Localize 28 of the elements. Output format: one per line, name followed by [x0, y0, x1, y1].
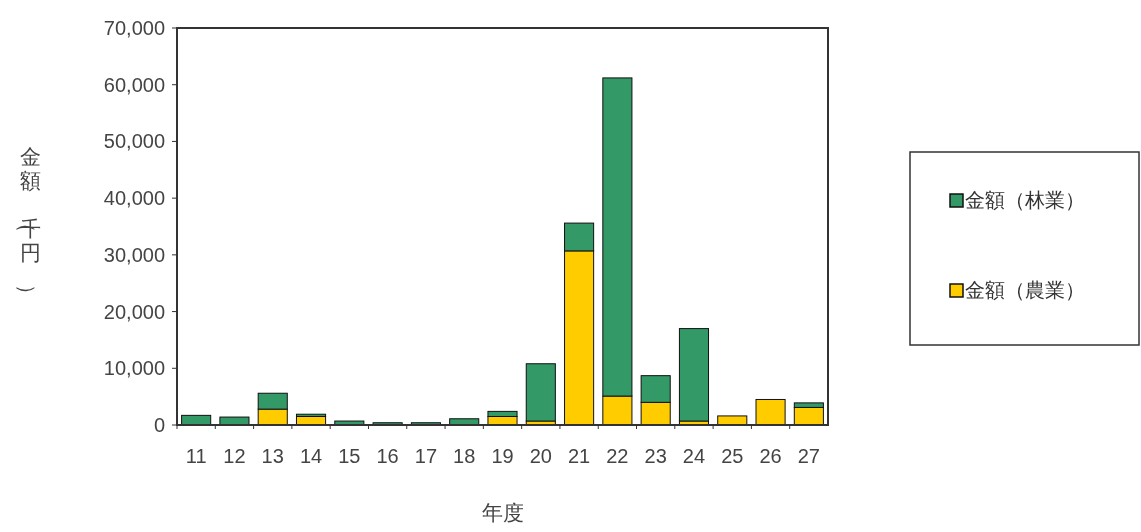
y-tick-label: 30,000: [103, 243, 165, 266]
x-tick-label: 17: [414, 445, 438, 467]
x-tick-label: 22: [606, 445, 629, 467]
y-tick-label: 60,000: [103, 73, 165, 96]
x-tick-label: 19: [491, 445, 514, 467]
x-tick-label: 25: [721, 445, 744, 467]
x-tick-label: 16: [376, 445, 399, 467]
x-tick-label: 26: [759, 445, 782, 467]
x-tick-label: 27: [797, 445, 820, 467]
y-tick-label: 20,000: [103, 300, 165, 323]
x-tick-label: 15: [338, 445, 361, 467]
x-tick-label: 21: [567, 445, 591, 467]
x-tick-label: 11: [185, 445, 207, 467]
x-tick-label: 23: [644, 445, 667, 467]
legend-label: 金額（農業）: [965, 279, 1085, 301]
y-tick-label: 10,000: [103, 357, 165, 380]
x-tick-label: 18: [453, 445, 476, 467]
y-tick-label: 70,000: [103, 17, 165, 39]
legend-label: 金額（林業）: [965, 189, 1085, 211]
x-axis-title: 年度: [481, 501, 524, 524]
x-tick-label: 13: [261, 445, 284, 467]
x-tick-label: 20: [529, 445, 552, 467]
y-tick-label: 40,000: [103, 187, 165, 210]
x-tick-label: 14: [299, 445, 323, 467]
x-tick-label: 24: [682, 445, 706, 467]
y-tick-label: 0: [153, 414, 165, 436]
y-tick-label: 50,000: [103, 130, 165, 153]
x-tick-label: 12: [223, 445, 246, 467]
